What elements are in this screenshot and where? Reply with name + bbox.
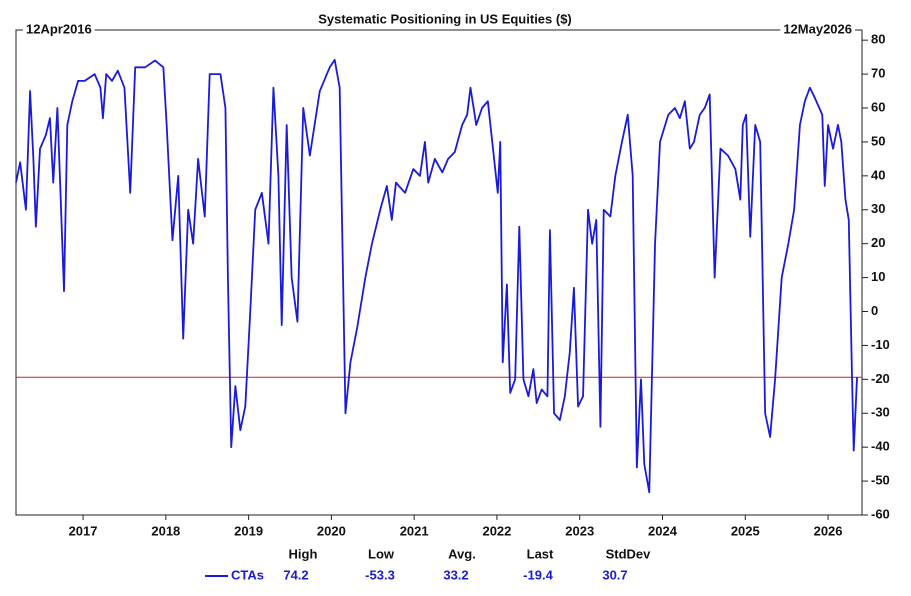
legend-label: CTAs [231, 567, 264, 582]
y-tick-label: -20 [871, 371, 890, 386]
x-tick-label: 2025 [731, 523, 760, 538]
x-tick-label: 2022 [482, 523, 511, 538]
x-tick-label: 2026 [814, 523, 843, 538]
chart-title: Systematic Positioning in US Equities ($… [318, 11, 572, 26]
stats-value: 33.2 [443, 567, 468, 582]
y-tick-label: 50 [871, 133, 885, 148]
y-tick-label: 60 [871, 99, 885, 114]
stats-value: 74.2 [283, 567, 308, 582]
stats-header: Avg. [448, 546, 476, 561]
stats-value: 30.7 [602, 567, 627, 582]
series-line [15, 58, 858, 494]
x-tick-label: 2021 [400, 523, 429, 538]
stats-header: High [289, 546, 318, 561]
label-background [23, 21, 95, 37]
y-tick-label: 80 [871, 32, 885, 47]
x-tick-label: 2020 [317, 523, 346, 538]
x-tick-label: 2023 [565, 523, 594, 538]
date-label: 12May2026 [783, 21, 852, 36]
y-tick-label: 70 [871, 66, 885, 81]
y-tick-label: 0 [871, 303, 878, 318]
label-background [780, 21, 855, 37]
date-label: 12Apr2016 [26, 21, 92, 36]
stats-header: StdDev [606, 546, 652, 561]
stats-value: -53.3 [365, 567, 395, 582]
y-tick-label: 40 [871, 167, 885, 182]
x-tick-label: 2024 [648, 523, 678, 538]
y-tick-label: 10 [871, 269, 885, 284]
y-tick-label: -30 [871, 405, 890, 420]
y-tick-label: -40 [871, 439, 890, 454]
y-tick-label: 20 [871, 235, 885, 250]
x-tick-label: 2017 [69, 523, 98, 538]
y-tick-label: 30 [871, 201, 885, 216]
y-tick-label: -60 [871, 506, 890, 521]
x-tick-label: 2018 [151, 523, 180, 538]
stats-header: Last [527, 546, 554, 561]
stats-header: Low [368, 546, 395, 561]
y-tick-label: -10 [871, 337, 890, 352]
stats-value: -19.4 [523, 567, 553, 582]
x-tick-label: 2019 [234, 523, 263, 538]
plot-frame [15, 29, 863, 516]
y-tick-label: -50 [871, 473, 890, 488]
